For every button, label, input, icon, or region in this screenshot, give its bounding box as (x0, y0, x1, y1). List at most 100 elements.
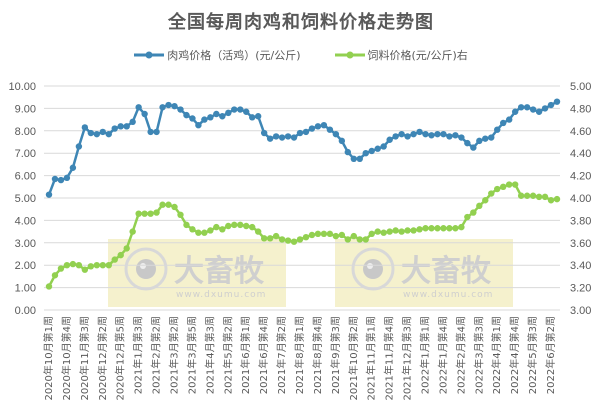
data-point (147, 128, 154, 136)
x-axis: 2020年10月第1周 2020年10月第4周 2020年11月第3周 2020年12… (42, 316, 557, 401)
data-point (135, 210, 142, 217)
data-point (243, 222, 250, 230)
legend-line-green-icon (334, 51, 365, 59)
data-point (368, 147, 375, 155)
svg-text:大畜牧: 大畜牧 (401, 254, 492, 289)
data-point (189, 115, 196, 122)
data-point (159, 201, 166, 208)
data-point (332, 232, 340, 240)
x-tick: 2022年2月第4周 (454, 316, 467, 394)
data-point (458, 223, 465, 231)
data-point (308, 231, 316, 239)
data-point (99, 128, 106, 136)
data-point (488, 134, 495, 141)
y-left-tick: 5.00 (15, 193, 36, 205)
y-left-tick: 10.00 (8, 81, 36, 93)
x-tick: 2021年8月第4周 (311, 316, 324, 394)
data-point (535, 193, 543, 201)
x-tick: 2021年1月第3周 (132, 316, 145, 394)
data-point (446, 225, 453, 232)
svg-text:www.dxumu.com: www.dxumu.com (403, 290, 493, 300)
svg-text:www.dxumu.com: www.dxumu.com (176, 290, 266, 300)
data-point (81, 124, 89, 131)
data-point (452, 225, 459, 232)
y-right-tick: 4.40 (570, 148, 591, 160)
data-point (260, 235, 268, 242)
data-point (284, 133, 292, 140)
data-point (434, 225, 441, 232)
x-tick: 2022年6月第2周 (544, 316, 557, 394)
data-point (165, 201, 172, 208)
y-left-tick: 4.00 (15, 215, 36, 227)
data-point (314, 230, 322, 238)
data-point (272, 133, 280, 140)
data-point (278, 134, 286, 141)
data-point (51, 175, 59, 183)
data-point (213, 110, 220, 118)
x-tick: 2021年6月第4周 (257, 316, 270, 394)
y-axis-left: 0.00 1.00 2.00 3.00 4.00 5.00 6.00 7.00 8.00 9.00… (8, 81, 36, 317)
data-point (529, 192, 537, 199)
y-left-tick: 8.00 (15, 126, 36, 138)
data-point (153, 128, 160, 136)
data-point (410, 227, 417, 234)
x-tick: 2021年3月第5周 (185, 316, 198, 394)
data-point (231, 106, 238, 113)
data-point (177, 211, 184, 218)
x-tick: 2020年12月第2周 (96, 316, 109, 401)
x-tick: 2021年9月第3周 (329, 316, 342, 394)
data-point (500, 183, 507, 190)
y-right-tick: 4.00 (570, 193, 591, 205)
y-left-tick: 0.00 (15, 305, 36, 317)
data-point (356, 155, 363, 162)
data-point (511, 181, 519, 188)
data-point (547, 101, 555, 109)
data-point (458, 134, 465, 141)
data-point (362, 236, 369, 243)
data-point (57, 265, 65, 272)
data-point (225, 109, 232, 117)
data-point (553, 98, 561, 105)
y-left-tick: 3.00 (15, 238, 36, 250)
data-point (63, 262, 71, 269)
data-point (237, 221, 244, 229)
data-point (213, 223, 220, 231)
data-point (75, 262, 83, 269)
data-point (410, 130, 417, 138)
legend: 肉鸡价格（活鸡）(元/公斤) 饲料价格(元/公斤)右 (0, 47, 602, 63)
data-point (219, 113, 226, 120)
data-point (392, 227, 399, 234)
data-point (302, 128, 310, 136)
data-point (135, 104, 142, 111)
series-line-0 (47, 100, 558, 196)
data-point (517, 192, 525, 199)
data-point (320, 230, 328, 238)
data-point (541, 105, 549, 112)
data-point (338, 231, 346, 239)
data-point (494, 185, 501, 193)
data-point (195, 122, 202, 129)
data-point (63, 174, 71, 182)
y-right-tick: 3.00 (570, 305, 591, 317)
data-point (117, 123, 124, 130)
data-point (386, 228, 393, 235)
data-point (529, 106, 537, 113)
data-point (296, 236, 304, 243)
data-point (398, 130, 405, 138)
data-point (404, 133, 411, 140)
data-point (129, 118, 136, 126)
x-tick: 2021年10月第2周 (347, 316, 360, 401)
data-point (249, 114, 256, 121)
data-point (249, 223, 256, 231)
data-point (177, 106, 184, 113)
data-point (308, 125, 316, 132)
data-point (380, 143, 387, 150)
data-point (266, 135, 274, 142)
gridlines (44, 85, 560, 311)
data-point (117, 251, 124, 259)
y-right-tick: 4.20 (570, 171, 591, 183)
data-point (332, 130, 340, 138)
data-point (296, 129, 304, 137)
